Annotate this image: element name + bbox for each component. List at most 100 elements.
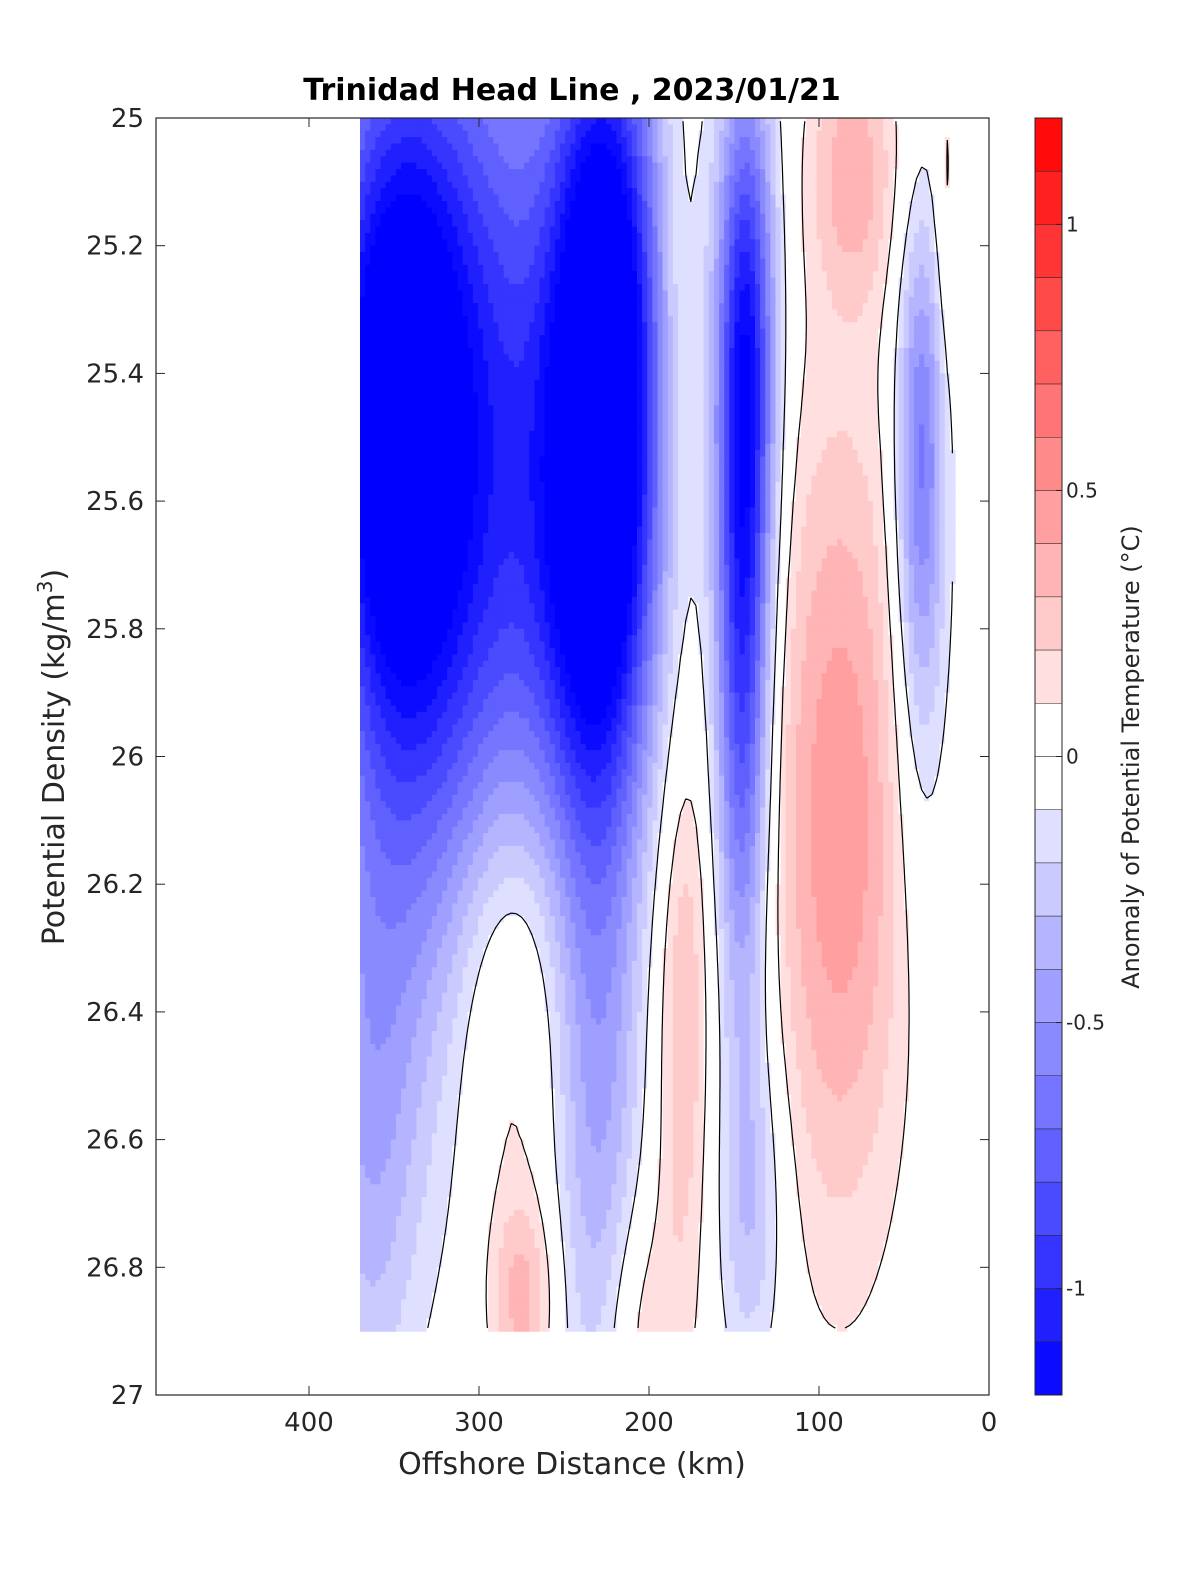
contour-cell: [426, 137, 433, 145]
contour-cell: [565, 226, 571, 234]
contour-cell: [370, 181, 376, 189]
contour-cell: [385, 118, 392, 125]
contour-cell: [519, 315, 525, 323]
contour-cell: [442, 143, 448, 151]
contour-cell: [483, 149, 489, 157]
contour-cell: [903, 181, 910, 189]
contour-cell: [760, 156, 766, 164]
contour-cell: [949, 118, 956, 125]
contour-cell: [652, 341, 659, 349]
contour-cell: [760, 379, 766, 387]
contour-cell: [729, 328, 736, 336]
contour-cell: [580, 245, 587, 253]
contour-cell: [462, 194, 469, 202]
contour-cell: [862, 207, 869, 215]
contour-cell: [831, 181, 838, 189]
contour-cell: [919, 360, 925, 368]
contour-cell: [493, 175, 500, 183]
contour-cell: [688, 290, 695, 298]
contour-cell: [652, 360, 659, 368]
contour-cell: [529, 130, 535, 138]
contour-cell: [585, 277, 592, 285]
contour-cell: [770, 245, 777, 253]
contour-cell: [775, 290, 782, 298]
contour-cell: [842, 226, 848, 234]
contour-cell: [790, 379, 797, 387]
contour-cell: [693, 201, 700, 208]
contour-cell: [698, 232, 705, 240]
contour-cell: [703, 328, 710, 336]
contour-cell: [765, 245, 771, 253]
contour-cell: [919, 245, 925, 253]
contour-cell: [801, 328, 807, 336]
contour-cell: [390, 156, 397, 164]
contour-cell: [375, 271, 382, 279]
contour-cell: [831, 271, 838, 279]
contour-cell: [544, 156, 551, 164]
contour-cell: [390, 118, 397, 125]
contour-cell: [431, 245, 438, 253]
contour-cell: [642, 245, 648, 253]
contour-cell: [406, 296, 412, 304]
contour-cell: [790, 175, 797, 183]
contour-cell: [667, 296, 674, 304]
contour-cell: [883, 175, 889, 183]
contour-cell: [672, 264, 679, 272]
contour-cell: [513, 322, 520, 330]
contour-cell: [693, 303, 700, 311]
contour-cell: [729, 239, 736, 247]
contour-cell: [421, 360, 428, 368]
contour-cell: [467, 271, 474, 279]
contour-cell: [616, 258, 623, 266]
contour-cell: [488, 169, 494, 177]
contour-cell: [816, 347, 823, 355]
contour-cell: [795, 124, 802, 132]
contour-cell: [462, 341, 469, 349]
contour-cell: [401, 149, 407, 157]
contour-cell: [575, 188, 582, 196]
contour-cell: [472, 354, 479, 362]
contour-cell: [626, 296, 633, 304]
contour-cell: [616, 335, 623, 343]
contour-cell: [852, 309, 859, 317]
contour-cell: [944, 277, 951, 285]
contour-cell: [754, 277, 761, 285]
contour-cell: [544, 258, 551, 266]
contour-cell: [575, 360, 582, 368]
contour-cell: [503, 194, 510, 202]
contour-cell: [667, 322, 674, 330]
contour-cell: [534, 169, 541, 177]
contour-cell: [565, 264, 571, 272]
contour-cell: [939, 169, 946, 177]
contour-cell: [498, 271, 505, 279]
contour-cell: [416, 347, 423, 355]
contour-cell: [867, 379, 874, 387]
contour-cell: [862, 124, 869, 132]
contour-cell: [549, 175, 556, 183]
contour-cell: [365, 354, 371, 362]
contour-cell: [452, 156, 459, 164]
contour-cell: [503, 162, 510, 170]
contour-cell: [431, 258, 438, 266]
contour-cell: [601, 137, 607, 145]
contour-cell: [370, 130, 376, 138]
contour-cell: [883, 309, 889, 317]
contour-cell: [924, 207, 930, 215]
contour-cell: [401, 201, 407, 208]
contour-cell: [519, 264, 525, 272]
contour-cell: [719, 207, 725, 215]
contour-cell: [949, 213, 956, 221]
contour-cell: [698, 169, 705, 177]
contour-cell: [667, 271, 674, 279]
contour-cell: [826, 201, 833, 208]
contour-cell: [765, 354, 771, 362]
contour-cell: [734, 284, 741, 291]
contour-cell: [503, 175, 510, 183]
contour-cell: [595, 213, 602, 221]
contour-cell: [760, 296, 766, 304]
contour-cell: [565, 130, 571, 138]
contour-cell: [570, 360, 577, 368]
contour-cell: [570, 156, 577, 164]
contour-cell: [595, 264, 602, 272]
contour-cell: [544, 226, 551, 234]
